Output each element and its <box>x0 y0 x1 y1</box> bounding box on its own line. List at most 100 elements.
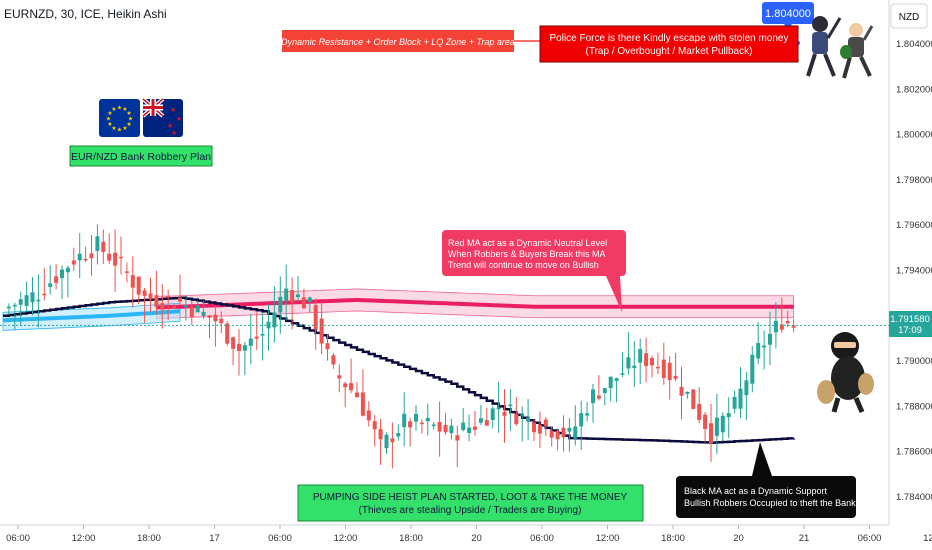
svg-text:★: ★ <box>167 122 173 130</box>
candle-body <box>254 336 259 339</box>
eu-star-icon: ★ <box>122 125 127 132</box>
eu-star-icon: ★ <box>106 116 111 123</box>
current-price-value: 1.791580 <box>890 314 930 325</box>
candle-body <box>372 421 377 430</box>
candle-body <box>419 422 424 425</box>
candle-body <box>785 321 790 324</box>
candle-body <box>12 304 17 307</box>
plan-title-box <box>69 145 213 167</box>
candle-body <box>290 290 295 303</box>
candle-body <box>71 260 76 265</box>
red-ma-callout <box>442 230 626 276</box>
candle-body <box>154 295 159 307</box>
candle-body <box>638 349 643 363</box>
eu-star-icon: ★ <box>111 125 116 132</box>
candle-body <box>532 422 536 433</box>
red-ma-line <box>156 297 794 310</box>
candle-body <box>390 438 395 443</box>
svg-text:★: ★ <box>170 106 176 114</box>
candle-body <box>24 295 29 306</box>
candle-body <box>378 429 383 440</box>
time-tick-label: 18:00 <box>661 533 685 544</box>
candle-body <box>60 269 64 279</box>
candle-body <box>284 288 289 301</box>
red-ma-line-1: Red MA act as a Dynamic Neutral Level <box>448 238 607 248</box>
price-tick-label: 1.798000 <box>896 175 932 186</box>
candle-body <box>720 415 725 433</box>
zone-label-text: Dynamic Resistance + Order Block + LQ Zo… <box>281 37 515 47</box>
black-ma-line <box>3 296 795 444</box>
police-line-2: (Trap / Overbought / Market Pullback) <box>586 46 753 57</box>
candle-body <box>443 424 448 433</box>
candle-body <box>579 413 584 427</box>
candle-body <box>296 294 300 298</box>
candle-body <box>30 292 35 303</box>
robber-illustration <box>817 332 874 413</box>
candle-body <box>685 391 690 394</box>
candle-body <box>744 380 749 396</box>
eu-star-icon: ★ <box>126 121 131 128</box>
candle-body <box>644 353 649 367</box>
candle-body <box>113 252 118 266</box>
candle-body <box>408 421 413 428</box>
candle-body <box>726 413 731 418</box>
price-badge <box>762 2 814 24</box>
heist-line-1: PUMPING SIDE HEIST PLAN STARTED, LOOT & … <box>313 492 628 503</box>
price-tick-label: 1.802000 <box>896 84 932 95</box>
candle-body <box>396 433 401 437</box>
symbol-header[interactable]: EURNZD, 30, ICE, Heikin Ashi <box>4 7 167 21</box>
candle-body <box>242 345 247 351</box>
time-tick-label: 20 <box>471 533 482 544</box>
candle-body <box>602 388 607 393</box>
time-tick-label: 21 <box>799 533 810 544</box>
candle-body <box>537 425 542 434</box>
red-ma-callout-tail <box>606 276 622 312</box>
candle-body <box>431 424 436 427</box>
candle-body <box>272 312 277 328</box>
red-ma-line-3: Trend will continue to move on Bullish <box>448 260 599 270</box>
candle-body <box>703 414 708 429</box>
candle-body <box>36 299 41 302</box>
candle-body <box>585 413 590 416</box>
time-tick-label: 12:00 <box>923 533 932 544</box>
svg-text:★: ★ <box>176 115 182 123</box>
candle-body <box>555 430 560 440</box>
candle-body <box>414 413 418 422</box>
candle-body <box>673 375 678 379</box>
candle-body <box>107 253 112 261</box>
candle-body <box>549 430 554 438</box>
candle-body <box>160 303 165 310</box>
zone-label-box <box>282 30 514 52</box>
price-badge-label: 1.804000 <box>765 8 811 20</box>
candle-body <box>632 365 637 369</box>
eu-star-icon: ★ <box>128 116 133 123</box>
time-tick-label: 12:00 <box>596 533 620 544</box>
time-tick-label: 06:00 <box>530 533 554 544</box>
candle-body <box>591 389 595 404</box>
candle-body <box>124 271 129 273</box>
candle-body <box>661 359 666 379</box>
black-ma-callout-tail <box>752 442 772 476</box>
candle-body <box>6 306 11 309</box>
candle-body <box>473 426 477 430</box>
candle-body <box>219 318 224 324</box>
candle-body <box>231 337 236 349</box>
candle-body <box>355 392 359 398</box>
candle-body <box>54 276 59 283</box>
currency-button[interactable] <box>890 3 928 29</box>
candle-body <box>195 305 200 313</box>
candle-body <box>714 417 719 436</box>
candle-body <box>95 236 100 251</box>
currency-label: NZD <box>899 12 920 23</box>
candle-body <box>667 362 672 380</box>
candle-body <box>738 388 743 409</box>
candle-body <box>136 276 141 295</box>
candle-body <box>260 333 265 336</box>
candle-body <box>768 333 772 345</box>
black-ma-line-2: Bullish Robbers Occupied to theft the Ba… <box>684 498 856 508</box>
candle-body <box>384 434 389 449</box>
candle-body <box>307 297 312 303</box>
time-axis-ticks: 06:00 12:00 18:00 17 06:00 12:00 18:00 20 06:00 1… <box>6 525 932 544</box>
candle-body <box>732 396 737 409</box>
